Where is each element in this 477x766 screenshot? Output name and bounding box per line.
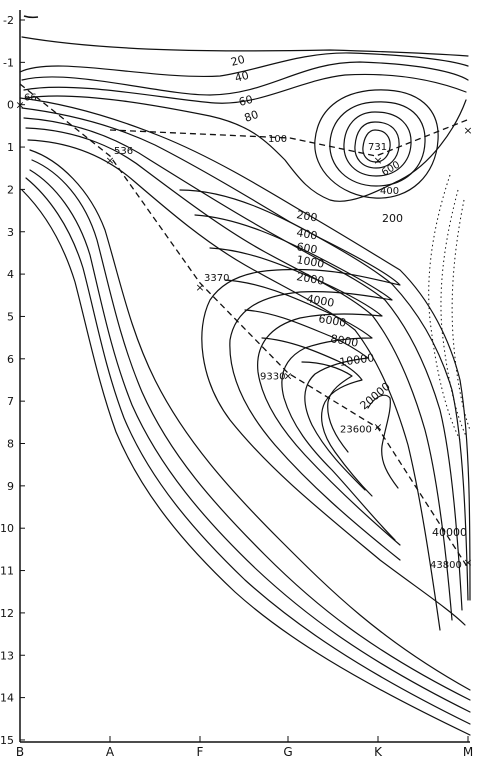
y-tick-label: 13 bbox=[0, 649, 14, 662]
contour-line bbox=[21, 189, 471, 736]
contour-label: 400 bbox=[380, 186, 399, 197]
y-tick-label: 5 bbox=[7, 310, 14, 323]
x-tick-label: A bbox=[106, 745, 115, 759]
contour-label: 600 bbox=[295, 240, 318, 256]
peak-label: 66 bbox=[24, 93, 37, 104]
contour-label: 40 bbox=[233, 69, 250, 85]
peak-label: 3370 bbox=[204, 273, 229, 284]
x-tick-label: K bbox=[374, 745, 383, 759]
peak-marker: × bbox=[373, 421, 382, 434]
contour-line bbox=[21, 107, 469, 601]
peak-marker: × bbox=[463, 124, 472, 137]
y-tick-label: 12 bbox=[0, 607, 14, 620]
contour-line bbox=[367, 394, 399, 489]
peak-label: 23600 bbox=[340, 425, 372, 436]
contour-label: 100 bbox=[268, 134, 287, 145]
contour-line bbox=[209, 247, 401, 546]
x-tick-label: G bbox=[283, 745, 292, 759]
contour-label: 80 bbox=[243, 108, 261, 125]
contour-line bbox=[362, 129, 391, 163]
contour-label: 1000 bbox=[295, 253, 325, 271]
contour-label: 600 bbox=[380, 160, 402, 179]
y-tick-label: -1 bbox=[3, 56, 14, 69]
main-sequence-contours bbox=[19, 97, 471, 736]
ridge-line bbox=[19, 83, 469, 569]
y-tick-label: 10 bbox=[0, 522, 14, 535]
y-tick-label: 15 bbox=[0, 734, 14, 747]
contour-line bbox=[25, 177, 471, 725]
contour-line bbox=[19, 97, 471, 601]
contour-line bbox=[314, 89, 439, 199]
contour-line bbox=[261, 337, 373, 497]
y-tick-label: 7 bbox=[7, 395, 14, 408]
contour-line bbox=[21, 36, 469, 57]
y-tick-label: 6 bbox=[7, 353, 14, 366]
dotted-contour-line bbox=[428, 174, 461, 441]
secondary-peak-contours bbox=[314, 89, 439, 199]
dotted-contour-line bbox=[440, 189, 467, 437]
y-tick-label: 14 bbox=[0, 692, 14, 705]
dotted-contour-line bbox=[451, 199, 471, 431]
y-tick-label: 8 bbox=[7, 438, 14, 451]
contour-label: 2000 bbox=[295, 270, 325, 288]
peak-marker: × bbox=[195, 281, 204, 294]
contour-label: 60 bbox=[237, 93, 254, 109]
contour-line bbox=[343, 111, 412, 177]
branch-ridge-dashed-line bbox=[109, 119, 468, 157]
peak-label: 9330 bbox=[260, 372, 285, 383]
contour-label: 8000 bbox=[329, 332, 359, 350]
contour-line bbox=[31, 159, 471, 701]
x-tick-label: B bbox=[16, 745, 24, 759]
peak-marker: × bbox=[283, 370, 292, 383]
contour-label: 400 bbox=[295, 226, 318, 242]
contour-line bbox=[19, 52, 469, 78]
contour-line bbox=[23, 117, 463, 611]
contour-line bbox=[29, 149, 471, 691]
peak-label: 731 bbox=[368, 142, 387, 153]
peak-marker: × bbox=[373, 154, 382, 167]
contour-line bbox=[354, 121, 400, 169]
peak-markers: ×66×536×3370×9330×23600×43800×731× bbox=[15, 93, 472, 571]
contour-label: 4000 bbox=[305, 292, 335, 310]
y-tick-label: 0 bbox=[7, 99, 14, 112]
contour-line bbox=[21, 61, 469, 96]
contour-label: 20 bbox=[229, 53, 246, 69]
y-tick-label: 9 bbox=[7, 480, 14, 493]
contour-line bbox=[301, 361, 353, 453]
y-tick-label: 1 bbox=[7, 141, 14, 154]
contour-label: 40000 bbox=[432, 526, 467, 539]
y-tick-label: 11 bbox=[0, 565, 14, 578]
y-tick-label: 2 bbox=[7, 183, 14, 196]
x-tick-label: M bbox=[463, 745, 473, 759]
peak-label: 536 bbox=[114, 146, 133, 157]
peak-marker: × bbox=[105, 154, 114, 167]
main-ridge-dashed-line bbox=[19, 83, 469, 569]
y-tick-label: 3 bbox=[7, 226, 14, 239]
contour-label: 200 bbox=[295, 208, 318, 224]
contour-line bbox=[23, 73, 467, 104]
peak-marker: × bbox=[463, 556, 472, 569]
dotted-contours bbox=[428, 174, 471, 441]
outer-contours bbox=[19, 36, 469, 104]
contour-line bbox=[25, 127, 453, 621]
y-tick-label: -2 bbox=[3, 14, 14, 27]
x-tick-label: F bbox=[197, 745, 204, 759]
contour-label: 10000 bbox=[339, 351, 375, 369]
peak-marker: × bbox=[15, 99, 24, 112]
contour-line bbox=[29, 169, 471, 713]
peak-label: 43800 bbox=[430, 560, 462, 571]
y-tick-label: 4 bbox=[7, 268, 14, 281]
contour-line bbox=[329, 101, 426, 187]
top-corner-mark bbox=[23, 15, 39, 19]
contour-label: 6000 bbox=[317, 312, 347, 330]
contour-line bbox=[194, 214, 401, 561]
contour-label: 200 bbox=[382, 212, 403, 225]
contour-line bbox=[244, 309, 369, 491]
contour-line bbox=[27, 139, 441, 631]
contour-value-labels: 20 40 60 80 100 200 400 600 1000 2000 40… bbox=[229, 53, 467, 539]
